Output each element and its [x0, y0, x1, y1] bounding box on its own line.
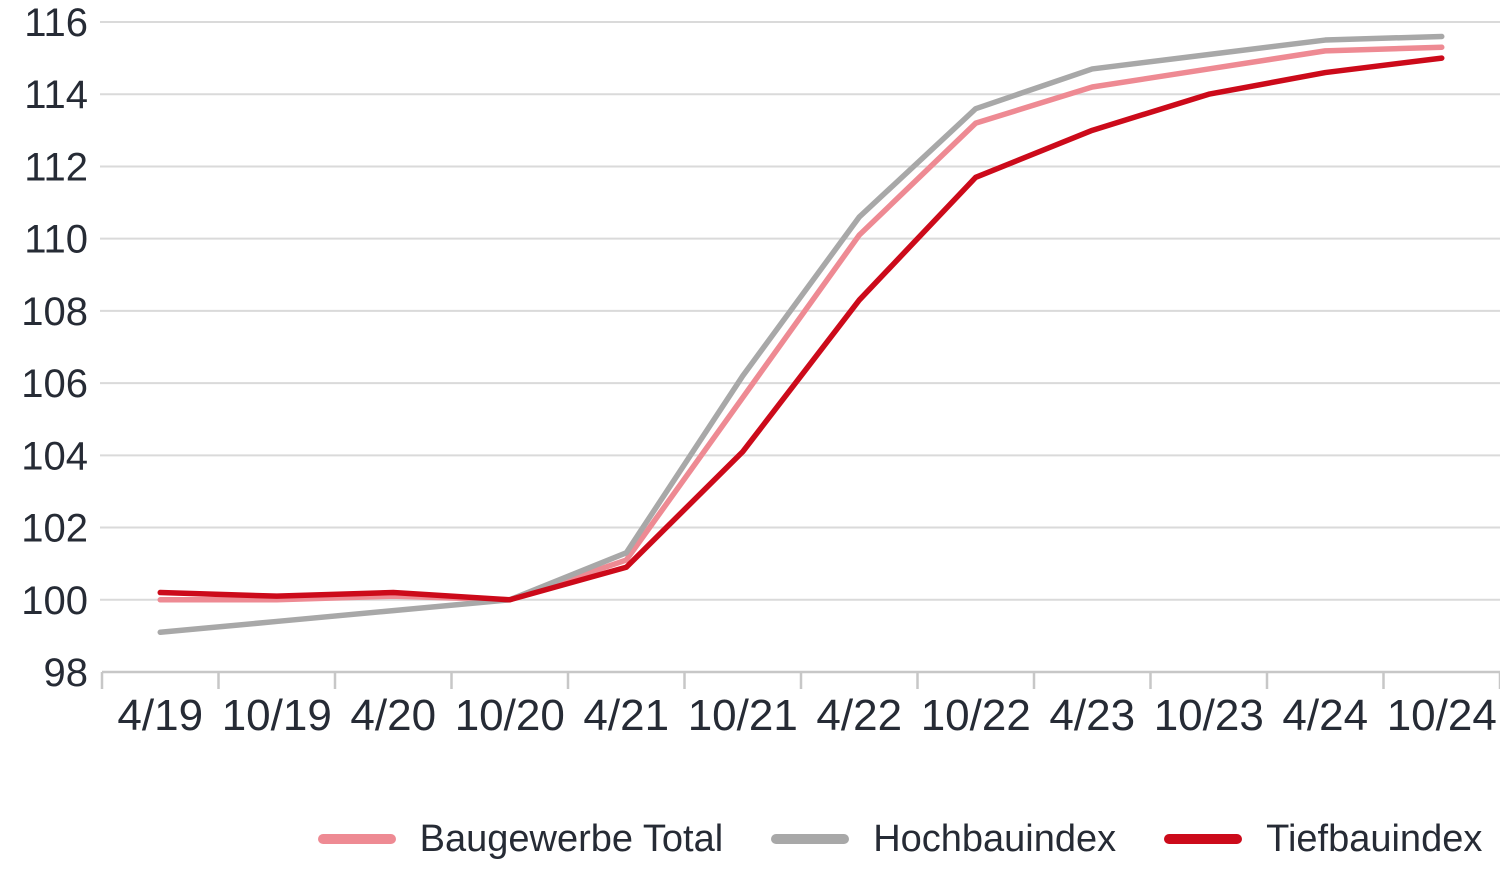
x-tick-label: 4/23: [1049, 691, 1135, 740]
y-tick-label: 102: [21, 507, 88, 551]
y-tick-label: 114: [24, 73, 88, 117]
y-tick-label: 104: [21, 434, 88, 478]
x-tick-label: 10/19: [222, 691, 332, 740]
x-tick-label: 10/22: [921, 691, 1031, 740]
gridlines: [100, 21, 1500, 674]
legend-label: Baugewerbe Total: [419, 818, 724, 860]
legend-label: Tiefbauindex: [1266, 818, 1483, 860]
series-line-baugewerbe-total: [157, 44, 1445, 603]
series-line-tiefbauindex: [157, 55, 1445, 603]
x-tick-label: 4/20: [350, 691, 436, 740]
x-tick-label: 4/19: [117, 691, 203, 740]
legend-item-baugewerbe-total: Baugewerbe Total: [317, 818, 724, 860]
x-tick-label: 4/21: [583, 691, 669, 740]
legend-label: Hochbauindex: [873, 818, 1117, 860]
legend-item-hochbauindex: Hochbauindex: [771, 820, 1116, 858]
x-tick-label: 10/23: [1154, 691, 1264, 740]
x-tick-label: 10/20: [455, 691, 565, 740]
legend-swatch: [317, 834, 396, 844]
x-axis-ticks: [100, 672, 1500, 689]
series-line-hochbauindex: [157, 33, 1445, 636]
legend-item-tiefbauindex: Tiefbauindex: [1164, 820, 1482, 858]
y-tick-label: 98: [44, 651, 89, 695]
y-axis-labels: 98 100 102 104 106 108 110 112 114 116: [21, 1, 88, 695]
y-tick-label: 116: [24, 1, 88, 45]
x-tick-label: 4/24: [1282, 691, 1368, 740]
y-tick-label: 106: [21, 362, 88, 406]
legend-swatch: [1164, 834, 1243, 844]
y-tick-label: 100: [21, 579, 88, 623]
x-tick-label: 10/21: [688, 691, 798, 740]
legend: Baugewerbe Total Hochbauindex Tiefbauind…: [0, 820, 1500, 858]
y-tick-label: 108: [21, 290, 88, 334]
legend-swatch: [771, 834, 850, 844]
x-axis-labels: 4/19 10/19 4/20 10/20 4/21 10/21 4/22 10/22 4/23…: [117, 691, 1496, 740]
y-tick-label: 110: [24, 218, 88, 262]
y-tick-label: 112: [24, 145, 88, 189]
x-tick-label: 10/24: [1387, 691, 1497, 740]
x-tick-label: 4/22: [816, 691, 902, 740]
